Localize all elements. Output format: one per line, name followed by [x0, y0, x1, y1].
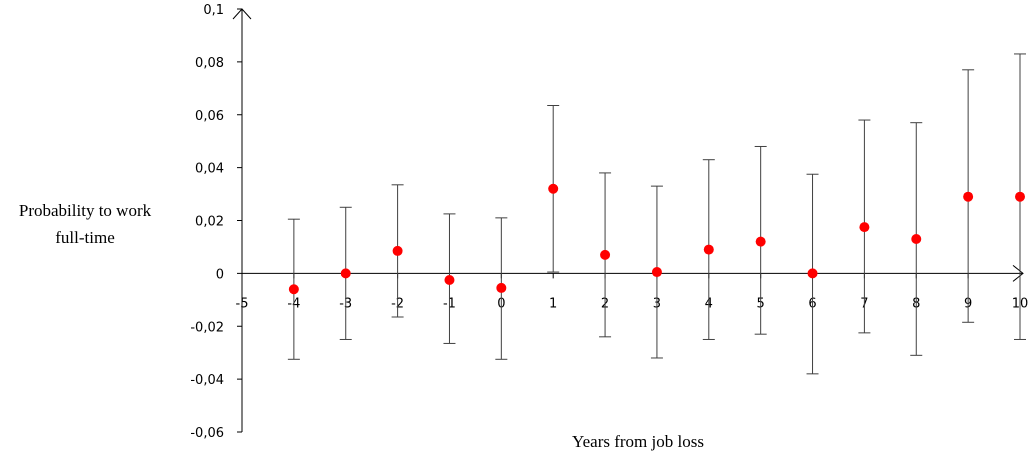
data-point: [651, 267, 662, 278]
axes: [232, 8, 1024, 432]
data-point: [496, 282, 507, 293]
error-bars: [287, 53, 1026, 375]
x-tick-label: 1: [549, 296, 557, 311]
y-tick-label: -0,04: [190, 373, 224, 388]
data-point: [444, 274, 455, 285]
y-tick-label: 0,06: [195, 109, 224, 124]
y-tick-label: -0,06: [190, 426, 224, 441]
x-tick-label: -5: [236, 296, 249, 311]
data-point: [963, 191, 974, 202]
data-point: [548, 183, 559, 194]
data-point: [859, 222, 870, 233]
y-axis-title-line-2: full-time: [55, 228, 114, 247]
data-points: [288, 183, 1025, 295]
data-point: [1015, 191, 1025, 202]
data-point: [807, 268, 818, 279]
data-point: [288, 284, 299, 295]
x-axis-arrow: [1012, 264, 1024, 282]
y-tick-label: 0: [216, 267, 224, 282]
data-point: [340, 268, 351, 279]
data-point: [703, 244, 714, 255]
y-tick-label: 0,02: [195, 215, 224, 230]
data-point: [392, 245, 403, 256]
y-tick-label: 0,08: [195, 56, 224, 71]
data-point: [600, 249, 611, 260]
y-tick-label: 0,04: [195, 162, 224, 177]
y-tick-label: -0,02: [190, 320, 224, 335]
data-point: [911, 234, 922, 245]
y-tick-label: 0,1: [203, 3, 224, 18]
x-axis-title: Years from job loss: [572, 432, 704, 451]
x-tick-labels: -5 -4 -3 -2 -1 0 1 2 3 4 5 6 7 8 9 10: [236, 273, 1028, 311]
y-tick-labels: -0,06 -0,04 -0,02 0 0,02 0,04 0,06 0,08 0,1: [190, 3, 242, 441]
data-point: [755, 236, 766, 247]
y-axis-title-line-1: Probability to work: [19, 201, 152, 220]
